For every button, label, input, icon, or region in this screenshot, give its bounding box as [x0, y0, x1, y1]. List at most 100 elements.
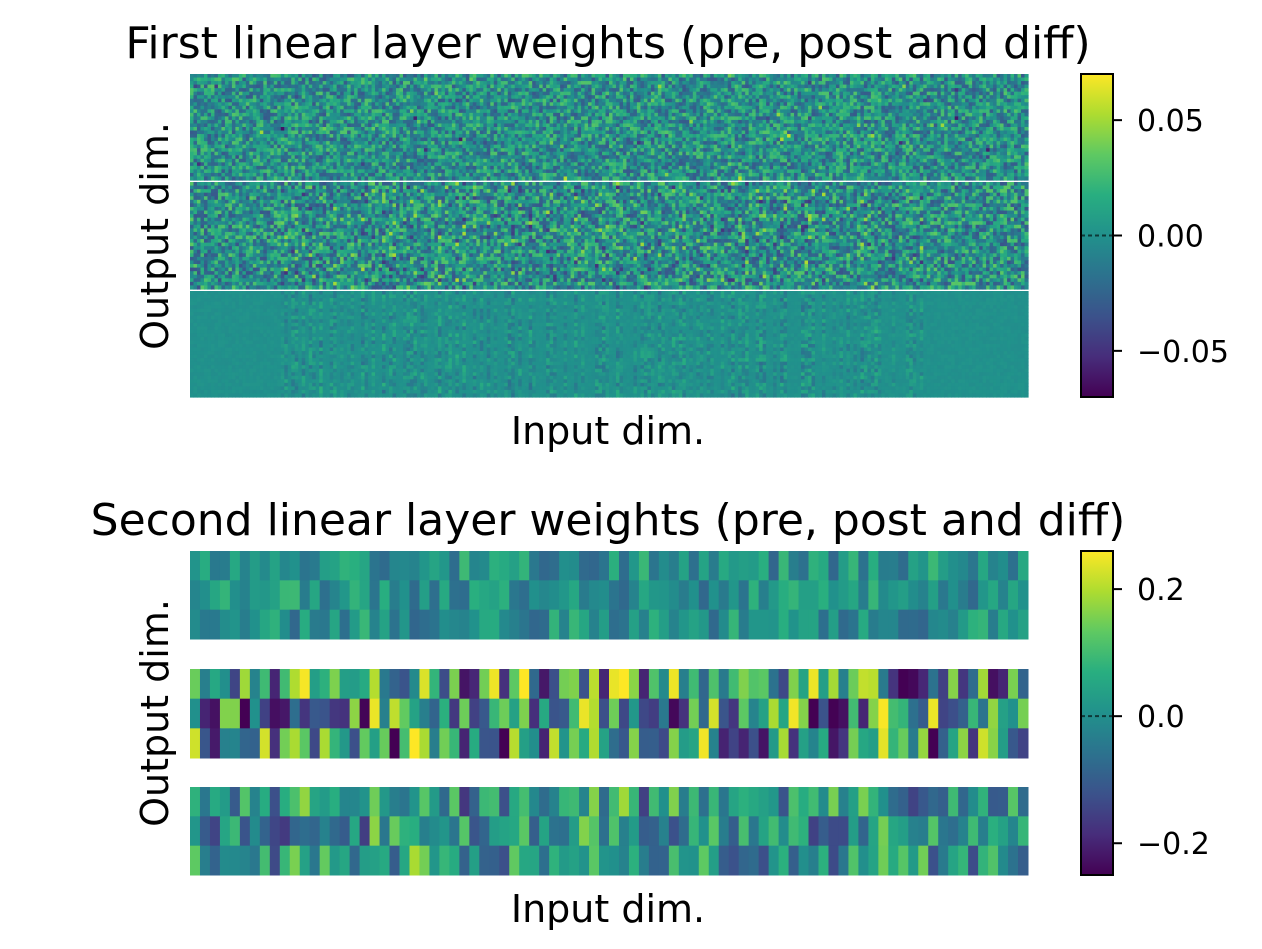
heatmap-cell — [602, 77, 607, 82]
heatmap-cell — [842, 127, 848, 132]
heatmap-cell — [280, 91, 285, 96]
heatmap-cell — [1017, 141, 1022, 146]
heatmap-cell — [790, 141, 795, 146]
heatmap-cell — [427, 84, 432, 89]
heatmap-cell — [797, 144, 802, 149]
heatmap-cell — [867, 88, 872, 93]
heatmap-cell — [940, 112, 945, 117]
heatmap-cell — [762, 98, 767, 103]
heatmap-cell — [375, 109, 380, 114]
heatmap-cell — [486, 109, 491, 114]
heatmap-cell — [703, 74, 708, 79]
heatmap-cell — [217, 84, 223, 89]
heatmap-cell — [776, 141, 781, 146]
heatmap-cell — [389, 98, 394, 103]
heatmap-cell — [870, 81, 875, 86]
heatmap-cell — [504, 88, 509, 93]
heatmap-cell — [322, 91, 327, 96]
heatmap-cell — [361, 137, 366, 142]
heatmap-cell — [654, 141, 659, 146]
heatmap-cell — [1024, 98, 1029, 103]
heatmap-cell — [416, 84, 422, 89]
heatmap-cell — [458, 144, 463, 149]
heatmap-cell — [926, 102, 931, 107]
heatmap-cell — [567, 88, 572, 93]
heatmap-cell — [846, 119, 851, 125]
heatmap-cell — [986, 119, 991, 125]
heatmap-cell — [479, 109, 484, 114]
heatmap-cell — [598, 127, 603, 132]
heatmap-cell — [308, 81, 313, 86]
heatmap-cell — [797, 77, 802, 82]
heatmap-cell — [842, 123, 848, 128]
heatmap-cell — [567, 130, 572, 135]
heatmap-cell — [720, 109, 725, 114]
heatmap-cell — [835, 98, 841, 103]
heatmap-cell — [570, 102, 575, 107]
heatmap-cell — [909, 77, 914, 82]
heatmap-cell — [217, 102, 223, 107]
heatmap-cell — [308, 134, 313, 139]
heatmap-cell — [556, 95, 561, 100]
heatmap-cell — [423, 123, 429, 128]
heatmap-cell — [560, 98, 565, 103]
heatmap-cell — [451, 77, 456, 82]
heatmap-cell — [741, 91, 746, 96]
heatmap-cell — [203, 88, 209, 93]
heatmap-cell — [455, 119, 460, 125]
heatmap-cell — [1021, 105, 1026, 110]
heatmap-cell — [853, 109, 858, 114]
heatmap-cell — [685, 88, 690, 93]
heatmap-cell — [200, 134, 205, 139]
heatmap-cell — [511, 116, 516, 121]
heatmap-cell — [521, 88, 526, 93]
heatmap-cell — [912, 91, 917, 96]
heatmap-cell — [448, 112, 453, 117]
heatmap-cell — [602, 112, 607, 117]
heatmap-cell — [867, 102, 872, 107]
heatmap-cell — [720, 134, 725, 139]
heatmap-cell — [615, 141, 621, 146]
heatmap-cell — [870, 95, 875, 100]
heatmap-cell — [668, 134, 673, 139]
heatmap-cell — [378, 137, 383, 142]
heatmap-cell — [298, 144, 303, 149]
heatmap-cell — [245, 105, 250, 110]
heatmap-cell — [375, 130, 380, 135]
heatmap-cell — [242, 137, 247, 142]
heatmap-cell — [671, 95, 676, 100]
heatmap-cell — [224, 137, 230, 142]
heatmap-cell — [965, 141, 970, 146]
heatmap-cell — [937, 109, 942, 114]
heatmap-cell — [497, 95, 502, 100]
heatmap-cell — [643, 141, 649, 146]
heatmap-cell — [200, 137, 205, 142]
heatmap-cell — [347, 88, 352, 93]
heatmap-cell — [588, 95, 593, 100]
heatmap-cell — [860, 119, 865, 125]
heatmap-cell — [301, 105, 306, 110]
heatmap-cell — [504, 123, 509, 128]
heatmap-cell — [860, 91, 865, 96]
heatmap-cell — [804, 81, 809, 86]
heatmap-cell — [605, 141, 610, 146]
heatmap-cell — [560, 134, 565, 139]
heatmap-cell — [884, 137, 889, 142]
heatmap-cell — [350, 84, 355, 89]
heatmap-cell — [252, 130, 257, 135]
heatmap-cell — [752, 77, 757, 82]
heatmap-cell — [305, 109, 310, 114]
heatmap-cell — [556, 141, 561, 146]
heatmap-cell — [975, 105, 980, 110]
heatmap-cell — [396, 77, 401, 82]
heatmap-cell — [595, 81, 600, 86]
heatmap-cell — [270, 74, 275, 79]
heatmap-cell — [745, 119, 750, 125]
heatmap-cell — [609, 84, 614, 89]
heatmap-cell — [546, 98, 551, 103]
heatmap-cell — [835, 88, 841, 93]
heatmap-cell — [706, 134, 711, 139]
heatmap-cell — [965, 116, 970, 121]
heatmap-cell — [497, 109, 502, 114]
heatmap-cell — [364, 130, 369, 135]
